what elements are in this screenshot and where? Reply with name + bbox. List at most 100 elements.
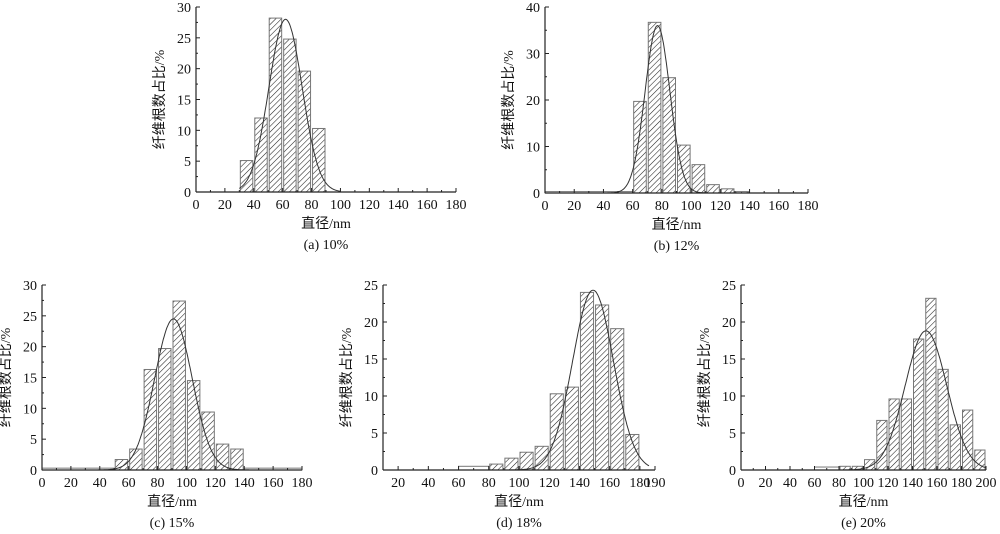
x-tick-label: 80 (151, 476, 165, 491)
histogram-bar (215, 443, 230, 471)
y-tick-label: 20 (364, 316, 378, 331)
x-tick-label: 160 (768, 199, 789, 214)
x-tick-label: 120 (710, 199, 731, 214)
x-tick-label: 20 (567, 199, 581, 214)
y-tick-label: 20 (177, 63, 191, 78)
y-tick-label: 0 (184, 186, 191, 201)
histogram-bar (720, 188, 735, 194)
x-tick-label: 40 (421, 476, 435, 491)
y-tick-label: 10 (526, 141, 540, 156)
histogram-bar (283, 38, 297, 193)
x-tick-label: 20 (218, 198, 232, 213)
x-axis-label: 直径/nm (652, 216, 702, 233)
y-axis-label: 纤维根数占比/% (0, 327, 14, 427)
y-tick-label: 20 (23, 341, 37, 356)
x-tick-label: 120 (359, 198, 380, 213)
y-tick-label: 5 (30, 433, 37, 448)
x-tick-label: 140 (902, 476, 923, 491)
chart-caption: (a) 10% (304, 238, 349, 253)
x-tick-label: 100 (176, 476, 197, 491)
x-tick-label: 60 (626, 199, 640, 214)
x-tick-label: 20 (759, 476, 773, 491)
y-axis-label: 纤维根数占比/% (501, 50, 517, 150)
y-tick-label: 25 (722, 279, 736, 294)
y-tick-label: 20 (526, 94, 540, 109)
x-tick-label: 80 (482, 476, 496, 491)
x-tick-label: 0 (542, 199, 549, 214)
histogram-bar (633, 100, 647, 194)
histogram-bar (579, 291, 595, 471)
histogram-bar (129, 448, 143, 471)
histogram-bar (239, 160, 254, 193)
x-tick-label: 180 (629, 476, 650, 491)
x-tick-label: 180 (292, 476, 313, 491)
y-tick-label: 25 (177, 32, 191, 47)
y-tick-label: 10 (177, 124, 191, 139)
y-tick-label: 10 (364, 390, 378, 405)
x-tick-label: 120 (205, 476, 226, 491)
x-axis-label: 直径/nm (494, 493, 544, 510)
x-tick-label: 140 (739, 199, 760, 214)
histogram-bar (925, 297, 937, 471)
x-tick-label: 190 (645, 476, 666, 491)
x-tick-label: 180 (446, 198, 467, 213)
y-tick-label: 30 (526, 48, 540, 63)
histogram-bar (647, 21, 662, 194)
y-tick-label: 30 (177, 1, 191, 16)
x-tick-label: 140 (569, 476, 590, 491)
x-tick-label: 40 (247, 198, 261, 213)
histogram-bar (962, 409, 974, 471)
x-tick-label: 100 (330, 198, 351, 213)
x-tick-label: 80 (305, 198, 319, 213)
x-tick-label: 180 (951, 476, 972, 491)
x-tick-label: 200 (976, 476, 997, 491)
x-tick-label: 0 (193, 198, 200, 213)
y-tick-label: 25 (364, 279, 378, 294)
chart-panel-b: 0 20 40 60 80 100 120 140 160 180 0 10 20 30 40 直径/nm (b… (501, 1, 819, 254)
x-tick-label: 60 (452, 476, 466, 491)
gaussian-fit-curve (239, 18, 341, 192)
x-tick-label: 20 (391, 476, 405, 491)
y-tick-label: 15 (23, 372, 37, 387)
y-tick-label: 20 (722, 316, 736, 331)
x-tick-label: 160 (599, 476, 620, 491)
x-tick-label: 60 (276, 198, 290, 213)
histogram-bar (297, 70, 312, 193)
y-tick-label: 0 (30, 464, 37, 479)
x-tick-label: 100 (853, 476, 874, 491)
x-tick-label: 180 (798, 199, 819, 214)
y-tick-label: 0 (371, 464, 378, 479)
x-tick-label: 160 (263, 476, 284, 491)
x-tick-label: 80 (655, 199, 669, 214)
x-tick-label: 100 (681, 199, 702, 214)
histogram-bar (900, 398, 912, 471)
x-tick-label: 100 (509, 476, 530, 491)
chart-caption: (b) 12% (654, 239, 700, 254)
y-tick-label: 10 (722, 390, 736, 405)
y-tick-label: 30 (23, 279, 37, 294)
histogram-bar (186, 380, 201, 471)
x-tick-label: 160 (417, 198, 438, 213)
x-tick-label: 80 (832, 476, 846, 491)
histogram-bar (534, 445, 549, 471)
histogram-bar (201, 411, 215, 471)
x-tick-label: 40 (783, 476, 797, 491)
chart-caption: (c) 15% (150, 516, 195, 531)
histogram-bar (706, 184, 720, 194)
x-tick-label: 140 (234, 476, 255, 491)
y-axis-label: 纤维根数占比/% (152, 49, 168, 149)
histogram-bar (595, 304, 610, 471)
y-tick-label: 5 (371, 427, 378, 442)
histogram-bar (519, 451, 534, 471)
y-axis-label: 纤维根数占比/% (697, 327, 713, 427)
y-tick-label: 5 (729, 427, 736, 442)
histogram-bar (888, 398, 900, 471)
x-tick-label: 120 (878, 476, 899, 491)
histogram-bar (312, 127, 326, 193)
y-tick-label: 25 (23, 310, 37, 325)
x-tick-label: 0 (39, 476, 46, 491)
y-tick-label: 0 (729, 464, 736, 479)
chart-panel-a: 0 20 40 60 80 100 120 140 160 180 0 5 10 15 20 25 30 直径/n… (152, 1, 467, 253)
